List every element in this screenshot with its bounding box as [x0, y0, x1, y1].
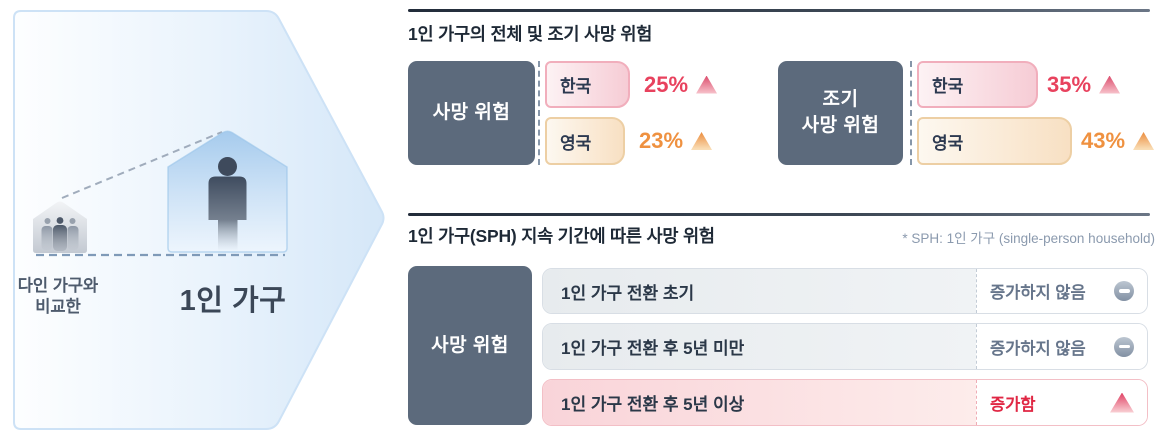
household-comparison-illustration [13, 10, 385, 430]
duration-row-label: 1인 가구 전환 후 5년 이상 [543, 380, 976, 425]
status-label: 증가함 [990, 395, 1036, 414]
minus-circle-icon [1114, 336, 1134, 357]
top-section-divider [408, 9, 1150, 12]
status-label: 증가하지 않음 [990, 284, 1086, 302]
sph-footnote: * SPH: 1인 가구 (single-person household) [902, 231, 1155, 246]
premature-box-label-line1: 조기 [822, 89, 859, 111]
group2-korea-percent: 35% [1047, 71, 1092, 97]
group2-uk-label: 영국 [932, 133, 964, 153]
group2-uk-percent: 43% [1081, 128, 1126, 153]
increase-triangle-icon [691, 132, 713, 150]
status-label: 증가하지 않음 [990, 339, 1086, 358]
duration-row-label: 1인 가구 전환 초기 [543, 269, 976, 313]
group1-korea-value: 25% [644, 61, 718, 108]
duration-row-status-zone: 증가하지 않음 [976, 324, 1147, 369]
group1-uk-percent: 23% [639, 128, 684, 153]
bottom-section-title: 1인 가구(SPH) 지속 기간에 따른 사망 위험 [408, 226, 715, 246]
premature-mortality-risk-box: 조기 사망 위험 [778, 61, 903, 165]
group1-korea-label: 한국 [560, 77, 592, 96]
increase-triangle-icon [1099, 75, 1121, 94]
group1-uk-bar: 영국 [545, 117, 625, 165]
group1-korea-bar: 한국 [545, 61, 630, 108]
person-torso [208, 176, 247, 220]
single-person-house-icon [167, 130, 288, 253]
single-household-label: 1인 가구 [179, 285, 287, 317]
group1-uk-label: 영국 [560, 133, 592, 153]
dashed-diagonal-line [61, 131, 223, 199]
duration-row-over-5yr: 1인 가구 전환 후 5년 이상 증가함 [542, 379, 1148, 426]
duration-mortality-risk-box: 사망 위험 [408, 266, 532, 425]
duration-row-under-5yr: 1인 가구 전환 후 5년 미만 증가하지 않음 [542, 323, 1148, 370]
duration-box-label: 사망 위험 [431, 334, 509, 356]
duration-row-initial: 1인 가구 전환 초기 증가하지 않음 [542, 268, 1148, 314]
duration-row-status-zone: 증가함 [976, 380, 1147, 425]
group2-dashed-axis [910, 61, 912, 165]
group1-uk-value: 23% [639, 117, 713, 165]
increase-triangle-icon [696, 75, 718, 94]
mortality-risk-box-label: 사망 위험 [432, 102, 511, 124]
compare-label-line1: 다인 가구와 [17, 277, 99, 295]
group2-korea-bar: 한국 [917, 61, 1038, 108]
minus-circle-icon [1114, 281, 1134, 301]
group2-uk-bar: 영국 [917, 117, 1072, 165]
group1-korea-percent: 25% [644, 71, 689, 97]
group2-uk-value: 43% [1081, 117, 1155, 165]
increase-triangle-icon [1133, 132, 1155, 150]
compare-label-line2: 비교한 [35, 298, 81, 316]
group2-korea-value: 35% [1047, 61, 1121, 108]
bottom-section-divider [408, 213, 1150, 216]
duration-row-label: 1인 가구 전환 후 5년 미만 [543, 324, 976, 369]
mortality-risk-box: 사망 위험 [408, 61, 535, 165]
multi-person-house-icon [33, 201, 87, 253]
triangle-up-icon [1110, 392, 1134, 413]
top-section-title: 1인 가구의 전체 및 조기 사망 위험 [408, 24, 653, 44]
person-head [218, 157, 237, 176]
group1-dashed-axis [538, 61, 540, 165]
premature-box-label-line2: 사망 위험 [801, 115, 880, 136]
duration-row-status-zone: 증가하지 않음 [976, 269, 1147, 313]
group2-korea-label: 한국 [932, 77, 964, 96]
person-legs [218, 220, 238, 251]
